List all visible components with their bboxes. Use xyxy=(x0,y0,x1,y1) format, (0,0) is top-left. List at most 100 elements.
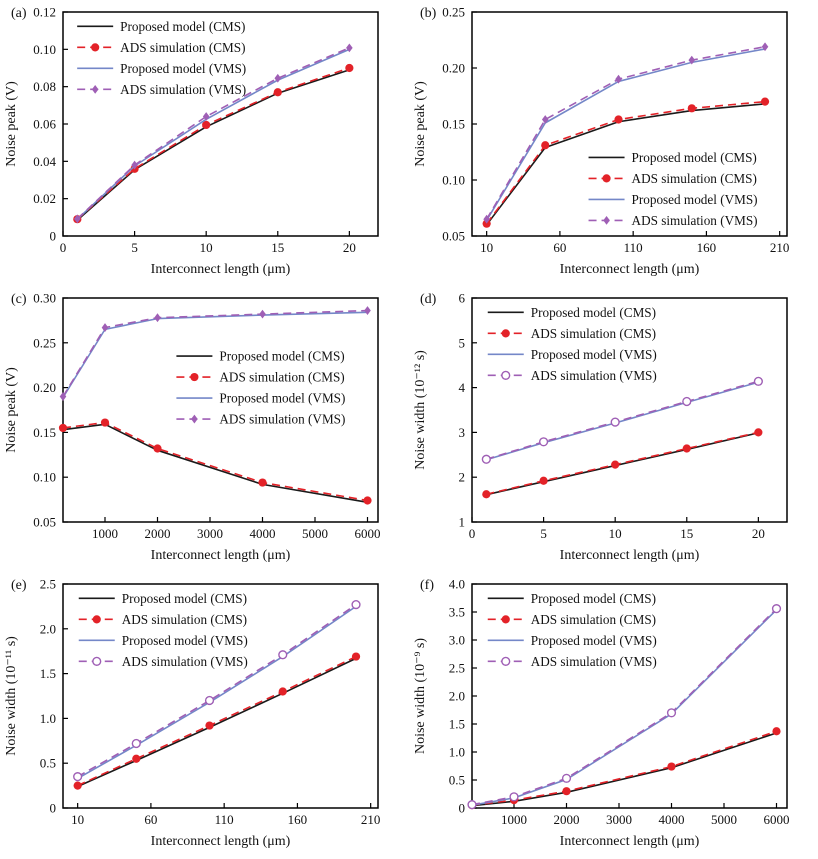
panel-label-f: (f) xyxy=(420,578,434,593)
data-point-marker xyxy=(351,652,361,661)
data-point-marker xyxy=(682,444,691,453)
legend-label: ADS simulation (VMS) xyxy=(219,412,345,427)
x-tick-label: 1000 xyxy=(92,526,118,541)
x-axis-label: Interconnect length (μm) xyxy=(151,548,291,563)
panel-b: (b) 10 60 110 160 210 0.05 0.10 0.15 0.20 0.25 Int… xyxy=(409,0,818,286)
y-tick-label: 2.0 xyxy=(449,689,465,704)
panel-label-b: (b) xyxy=(420,6,437,21)
data-point-marker xyxy=(562,787,571,796)
data-point-marker xyxy=(204,695,215,706)
y-tick-label: 0.10 xyxy=(33,42,56,57)
data-point-marker xyxy=(274,73,282,83)
x-tick-label: 15 xyxy=(271,240,284,255)
data-point-marker xyxy=(509,792,519,802)
x-tick-label: 160 xyxy=(288,812,308,827)
panel-label-a: (a) xyxy=(11,6,27,21)
data-point-marker xyxy=(482,219,491,228)
chart-e-noise-width-medium: 10 60 110 160 210 0 0.5 1.0 1.5 2.0 2.5 Interconnec… xyxy=(4,577,381,850)
legend-label: Proposed model (CMS) xyxy=(531,305,656,320)
x-tick-label: 5 xyxy=(540,526,547,541)
legend: Proposed model (CMS) ADS simulation (CMS)… xyxy=(77,19,246,97)
y-tick-label: 0.05 xyxy=(33,515,56,530)
data-point-marker xyxy=(91,84,99,94)
data-point-marker xyxy=(753,376,763,386)
data-point-marker xyxy=(501,615,510,624)
chart-f-noise-width-long: 1000 2000 3000 4000 5000 6000 0 0.5 1.0 1.5 2.0 2.5… xyxy=(413,577,790,850)
y-tick-label: 0.15 xyxy=(33,425,56,440)
data-point-marker xyxy=(273,88,282,97)
data-point-marker xyxy=(538,437,549,447)
x-tick-label: 6000 xyxy=(355,526,381,541)
x-tick-label: 3000 xyxy=(606,812,632,827)
data-point-marker xyxy=(100,418,110,427)
panel-label-d: (d) xyxy=(420,292,437,307)
legend-label: ADS simulation (VMS) xyxy=(120,82,246,97)
x-tick-label: 0 xyxy=(60,240,67,255)
series-3 xyxy=(74,43,353,224)
legend-label: Proposed model (VMS) xyxy=(120,61,246,76)
axes: 1000 2000 3000 4000 5000 6000 0.05 0.10 0.15 0.20… xyxy=(33,291,380,542)
y-tick-label: 3 xyxy=(459,425,466,440)
y-tick-label: 0.25 xyxy=(442,5,465,20)
y-tick-label: 2.5 xyxy=(40,577,56,592)
data-point-marker xyxy=(73,772,83,782)
panel-e: (e) 10 60 110 160 210 0 0.5 1.0 1.5 2.0 2.5 Interco… xyxy=(0,572,409,858)
data-point-marker xyxy=(482,490,491,499)
data-point-marker xyxy=(682,396,692,407)
data-point-marker xyxy=(205,721,214,730)
x-tick-label: 10 xyxy=(71,812,84,827)
data-point-marker xyxy=(602,174,611,183)
legend-label: Proposed model (VMS) xyxy=(122,633,248,648)
legend-label: ADS simulation (VMS) xyxy=(531,654,657,669)
data-point-marker xyxy=(760,97,770,106)
data-point-marker xyxy=(259,309,266,319)
series-1 xyxy=(73,652,361,790)
y-tick-label: 6 xyxy=(459,291,466,306)
y-tick-label: 1.0 xyxy=(40,711,56,726)
x-tick-label: 0 xyxy=(469,526,476,541)
y-tick-label: 0.05 xyxy=(442,229,465,244)
legend: Proposed model (CMS) ADS simulation (CMS)… xyxy=(176,349,345,427)
legend: Proposed model (CMS) ADS simulation (CMS)… xyxy=(487,591,657,669)
legend-label: ADS simulation (CMS) xyxy=(120,40,245,55)
data-point-marker xyxy=(611,460,620,469)
x-axis-label: Interconnect length (μm) xyxy=(560,548,700,563)
x-axis-label: Interconnect length (μm) xyxy=(151,262,291,277)
axes: 0 5 10 15 20 1 2 3 4 5 6 xyxy=(459,291,788,541)
legend-label: ADS simulation (CMS) xyxy=(632,171,757,186)
y-tick-label: 1.0 xyxy=(449,745,465,760)
y-axis-label: Noise peak (V) xyxy=(4,367,19,453)
y-axis-label: Noise width (10⁻¹² s) xyxy=(413,350,428,470)
series-3 xyxy=(73,600,361,782)
x-tick-label: 60 xyxy=(144,812,157,827)
y-tick-label: 2.5 xyxy=(449,661,465,676)
y-tick-label: 4.0 xyxy=(449,577,465,592)
series-1 xyxy=(73,63,354,224)
y-axis-label: Noise peak (V) xyxy=(4,81,19,167)
data-point-marker xyxy=(92,656,102,666)
data-point-marker xyxy=(278,650,288,660)
legend-label: ADS simulation (VMS) xyxy=(122,654,248,669)
data-point-marker xyxy=(687,104,696,113)
x-tick-label: 5000 xyxy=(302,526,328,541)
x-tick-label: 1000 xyxy=(501,812,527,827)
x-tick-label: 110 xyxy=(624,240,643,255)
data-point-marker xyxy=(191,414,198,424)
x-tick-label: 210 xyxy=(361,812,381,827)
axes: 10 60 110 160 210 0.05 0.10 0.15 0.20 0.25 xyxy=(442,5,789,256)
data-point-marker xyxy=(91,43,100,52)
data-point-marker xyxy=(772,727,781,736)
chart-c-noise-peak-long: 1000 2000 3000 4000 5000 6000 0.05 0.10 0.15 0.20… xyxy=(4,291,381,564)
x-tick-label: 20 xyxy=(343,240,356,255)
legend-label: Proposed model (VMS) xyxy=(219,391,345,406)
legend-label: Proposed model (CMS) xyxy=(531,591,656,606)
data-point-marker xyxy=(761,42,769,52)
legend-label: Proposed model (CMS) xyxy=(632,150,757,165)
series-3 xyxy=(481,376,763,464)
chart-d-noise-width-short: 0 5 10 15 20 1 2 3 4 5 6 Interconnect length (μm) No… xyxy=(413,291,788,563)
y-tick-label: 0.20 xyxy=(442,61,465,76)
y-tick-label: 0.10 xyxy=(442,173,465,188)
data-point-marker xyxy=(614,115,623,124)
y-tick-label: 0.06 xyxy=(33,117,56,132)
x-tick-label: 2000 xyxy=(554,812,580,827)
